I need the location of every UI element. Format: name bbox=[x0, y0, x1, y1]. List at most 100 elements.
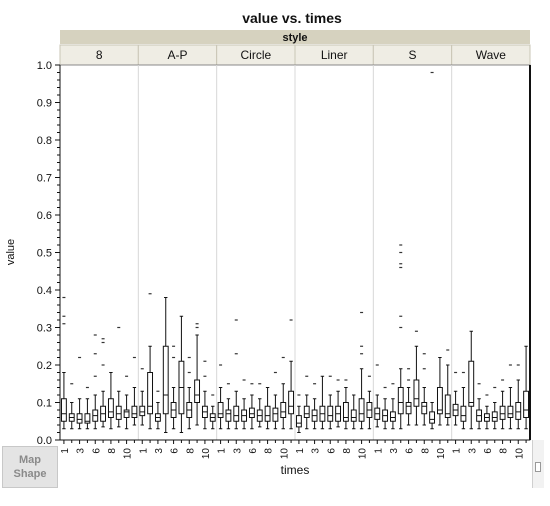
x-axis: 1 3 6 8 10 1 3 6 8 10 1 3 6 8 10 1 3 6 8 10 1 3 6 8 10 1 3 6 8 10 bbox=[60, 439, 530, 460]
y-tick-label: 0.6 bbox=[37, 210, 52, 222]
box-Liner-8 bbox=[350, 394, 357, 430]
x-tick-label: 10 bbox=[201, 448, 212, 460]
box-A-P-6 bbox=[178, 315, 185, 433]
box-8-4 bbox=[84, 386, 91, 430]
box-iqr bbox=[60, 398, 67, 422]
x-tick-label: 6 bbox=[483, 448, 494, 454]
box-A-P-4 bbox=[162, 297, 169, 433]
x-tick-label: 6 bbox=[405, 448, 416, 454]
y-tick-label: 0.8 bbox=[37, 135, 52, 147]
x-tick-label: 8 bbox=[499, 448, 510, 454]
box-A-P-9 bbox=[201, 360, 208, 430]
box-A-P-5 bbox=[170, 345, 177, 430]
box-iqr bbox=[272, 407, 279, 422]
map-shape-line2: Shape bbox=[13, 468, 47, 480]
box-Liner-5 bbox=[327, 375, 334, 430]
y-tick-label: 0.1 bbox=[37, 398, 52, 410]
x-tick-label: 10 bbox=[514, 448, 525, 460]
box-8-3 bbox=[76, 356, 83, 430]
x-tick-label: 3 bbox=[154, 448, 165, 454]
box-Circle-5 bbox=[248, 383, 255, 430]
box-Circle-8 bbox=[272, 371, 279, 430]
box-iqr bbox=[491, 411, 498, 422]
box-iqr bbox=[397, 387, 404, 415]
x-tick-label: 1 bbox=[60, 448, 71, 454]
box-Liner-7 bbox=[342, 379, 349, 430]
box-iqr bbox=[84, 413, 91, 424]
x-tick-label: 10 bbox=[123, 448, 134, 460]
box-iqr bbox=[327, 405, 334, 422]
box-Liner-2 bbox=[303, 375, 310, 430]
x-tick-label: 8 bbox=[420, 448, 431, 454]
x-tick-label: 3 bbox=[76, 448, 87, 454]
box-Liner-6 bbox=[335, 379, 342, 428]
box-S-5 bbox=[405, 368, 412, 426]
box-Circle-9 bbox=[280, 356, 287, 430]
box-Wave-9 bbox=[515, 364, 522, 430]
resize-handle[interactable] bbox=[535, 462, 541, 472]
box-8-5 bbox=[92, 334, 99, 430]
facet-label: style bbox=[282, 32, 307, 44]
box-iqr bbox=[303, 405, 310, 418]
box-iqr bbox=[468, 360, 475, 407]
x-tick-label: 8 bbox=[342, 448, 353, 454]
box-iqr bbox=[436, 387, 443, 415]
box-Circle-4 bbox=[241, 379, 248, 430]
x-tick-label: 6 bbox=[91, 448, 102, 454]
box-iqr bbox=[421, 402, 428, 415]
x-tick-label: 8 bbox=[264, 448, 275, 454]
box-iqr bbox=[76, 413, 83, 424]
box-iqr bbox=[295, 415, 302, 428]
box-iqr bbox=[350, 409, 357, 422]
box-Wave-10 bbox=[523, 345, 530, 430]
box-iqr bbox=[389, 411, 396, 422]
panel-header-label: Liner bbox=[321, 48, 348, 62]
x-tick-label: 10 bbox=[358, 448, 369, 460]
box-A-P-3 bbox=[154, 390, 161, 430]
box-S-1 bbox=[374, 364, 381, 428]
map-shape-panel[interactable]: Map Shape bbox=[2, 446, 58, 488]
box-S-6 bbox=[413, 330, 420, 426]
box-Liner-4 bbox=[319, 375, 326, 430]
box-iqr bbox=[444, 394, 451, 418]
box-iqr bbox=[217, 402, 224, 418]
box-iqr bbox=[194, 379, 201, 403]
box-iqr bbox=[123, 409, 130, 418]
y-tick-label: 0.4 bbox=[37, 285, 52, 297]
box-Wave-3 bbox=[468, 330, 475, 430]
y-tick-label: 0.3 bbox=[37, 323, 52, 335]
box-iqr bbox=[225, 409, 232, 422]
y-tick-label: 0.9 bbox=[37, 98, 52, 110]
box-Wave-7 bbox=[499, 379, 506, 430]
box-Circle-6 bbox=[256, 383, 263, 428]
y-axis: 0.0 0.1 0.2 0.3 0.4 0.5 0.6 0.7 0.8 0.9 1.0 bbox=[37, 60, 61, 447]
panel-header-label: 8 bbox=[96, 48, 103, 62]
box-S-7 bbox=[421, 353, 428, 426]
y-tick-label: 0.7 bbox=[37, 173, 52, 185]
box-Circle-10 bbox=[288, 319, 295, 430]
box-Wave-5 bbox=[483, 394, 490, 430]
x-tick-label: 8 bbox=[185, 448, 196, 454]
x-tick-label: 3 bbox=[389, 448, 400, 454]
x-tick-label: 1 bbox=[217, 448, 228, 454]
box-iqr bbox=[523, 390, 530, 418]
box-iqr bbox=[515, 402, 522, 420]
x-tick-label: 6 bbox=[248, 448, 259, 454]
box-8-9 bbox=[123, 375, 130, 430]
box-S-3 bbox=[389, 383, 396, 430]
box-8-6 bbox=[100, 338, 107, 428]
panel-header-label: Circle bbox=[240, 48, 271, 62]
x-tick-label: 1 bbox=[295, 448, 306, 454]
box-8-2 bbox=[68, 383, 75, 430]
x-axis-label: times bbox=[281, 463, 310, 477]
box-iqr bbox=[358, 398, 365, 422]
box-Wave-2 bbox=[460, 371, 467, 430]
box-iqr bbox=[233, 405, 240, 422]
box-iqr bbox=[248, 407, 255, 418]
x-tick-label: 10 bbox=[279, 448, 290, 460]
box-iqr bbox=[139, 405, 146, 417]
box-iqr bbox=[131, 405, 138, 418]
box-Circle-7 bbox=[264, 387, 271, 430]
box-S-8 bbox=[429, 71, 436, 430]
